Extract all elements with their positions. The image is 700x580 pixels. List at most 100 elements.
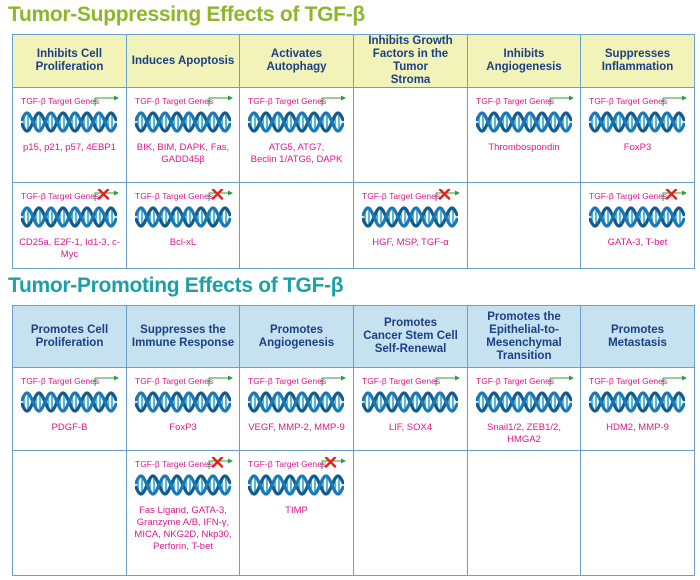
target-genes-indicator: TGF-β Target Genes	[240, 374, 353, 388]
promoting-row-upregulated: TGF-β Target Genes PDGF-B TGF-β Target Ge…	[12, 367, 695, 451]
target-gene-cell	[240, 183, 353, 268]
dna-helix-icon	[20, 391, 118, 413]
gene-list: ATG5, ATG7, Beclin 1/ATG6, DAPK	[250, 142, 343, 165]
dna-helix	[475, 388, 573, 421]
dna-strand	[247, 474, 345, 496]
suppressing-header-cell: Inhibits Cell Proliferation	[12, 34, 127, 88]
promoting-cell: TGF-β Target Genes HDM2, MMP-9	[580, 367, 695, 451]
target-gene-cell: TGF-β Target Genes HGF, MSP, TGF-α	[354, 183, 467, 268]
dna-helix	[361, 203, 459, 236]
dna-helix-icon	[588, 111, 686, 133]
dna-strand	[247, 391, 345, 413]
promoting-cell: TGF-β Target Genes Fas Ligand, GATA-3, Gr…	[126, 450, 240, 576]
activation-arrow-icon	[321, 95, 346, 106]
promoting-row-repressed: TGF-β Target Genes Fas Ligand, GATA-3, Gr…	[12, 450, 695, 576]
target-genes-label: TGF-β Target Genes	[589, 376, 668, 386]
target-genes-label: TGF-β Target Genes	[21, 96, 100, 106]
suppressing-cell: TGF-β Target Genes GATA-3, T-bet	[580, 182, 695, 269]
dna-helix-icon	[588, 391, 686, 413]
suppressing-header-cell: Inhibits Angiogenesis	[467, 34, 581, 88]
gene-list: CD25a, E2F-1, Id1-3, c-Myc	[19, 237, 120, 260]
suppressing-section-title: Tumor-Suppressing Effects of TGF-β	[8, 3, 365, 26]
activation-arrow-icon	[94, 375, 119, 386]
dna-helix	[588, 388, 686, 421]
suppressing-cell: TGF-β Target Genes HGF, MSP, TGF-α	[353, 182, 468, 269]
gene-list: TIMP	[285, 505, 308, 516]
target-genes-indicator: TGF-β Target Genes	[127, 457, 239, 471]
target-genes-indicator: TGF-β Target Genes	[127, 94, 239, 108]
promoting-cell: TGF-β Target Genes Snail1/2, ZEB1/2, HMGA…	[467, 367, 581, 451]
suppressing-cell	[467, 182, 581, 269]
suppressing-cell	[239, 182, 354, 269]
promoting-section-title: Tumor-Promoting Effects of TGF-β	[8, 274, 344, 297]
repressed-arrow-icon	[208, 189, 233, 201]
activation-arrow-icon	[549, 375, 574, 386]
target-gene-cell: TGF-β Target Genes GATA-3, T-bet	[581, 183, 694, 268]
target-genes-indicator: TGF-β Target Genes	[581, 189, 694, 203]
activation-arrow-icon	[208, 95, 233, 106]
dna-helix-icon	[247, 111, 345, 133]
target-gene-cell: TGF-β Target Genes FoxP3	[581, 88, 694, 182]
dna-helix	[20, 108, 118, 141]
target-gene-cell: TGF-β Target Genes LIF, SOX4	[354, 368, 467, 450]
target-genes-label: TGF-β Target Genes	[589, 191, 668, 201]
suppressing-header-label: Suppresses Inflammation	[601, 48, 674, 73]
gene-list: HDM2, MMP-9	[606, 422, 669, 433]
suppressing-row-repressed: TGF-β Target Genes CD25a, E2F-1, Id1-3, c…	[12, 182, 695, 269]
suppressing-header-label: Induces Apoptosis	[131, 54, 235, 67]
dna-helix	[247, 388, 345, 421]
suppressing-header-cell: Suppresses Inflammation	[580, 34, 695, 88]
target-genes-indicator: TGF-β Target Genes	[354, 374, 467, 388]
dna-strand	[475, 111, 573, 133]
target-gene-cell	[468, 451, 580, 575]
target-gene-cell: TGF-β Target Genes BIK, BIM, DAPK, Fas, G…	[127, 88, 239, 182]
dna-strand	[588, 206, 686, 228]
dna-helix	[247, 108, 345, 141]
gene-list: Snail1/2, ZEB1/2, HMGA2	[487, 422, 561, 445]
promoting-cell: TGF-β Target Genes FoxP3	[126, 367, 240, 451]
suppressing-header-row: Inhibits Cell Proliferation Induces Apop…	[12, 34, 695, 88]
suppressing-cell: TGF-β Target Genes CD25a, E2F-1, Id1-3, c…	[12, 182, 127, 269]
dna-strand	[134, 111, 232, 133]
dna-strand	[134, 474, 232, 496]
promoting-cell: TGF-β Target Genes LIF, SOX4	[353, 367, 468, 451]
promoting-cell: TGF-β Target Genes TIMP	[239, 450, 354, 576]
repressed-arrow-icon	[208, 457, 233, 469]
red-x-icon	[97, 189, 110, 200]
suppressing-header-label: Activates Autophagy	[266, 48, 327, 73]
dna-strand	[361, 391, 459, 413]
promoting-header-cell: Suppresses the Immune Response	[126, 305, 240, 368]
dna-helix-icon	[20, 111, 118, 133]
target-genes-label: TGF-β Target Genes	[248, 459, 327, 469]
gene-list: GATA-3, T-bet	[607, 237, 668, 248]
dna-helix	[134, 471, 232, 504]
activation-arrow-icon	[662, 375, 687, 386]
red-x-icon	[438, 189, 451, 200]
target-genes-label: TGF-β Target Genes	[589, 96, 668, 106]
dna-helix-icon	[134, 206, 232, 228]
promoting-cell	[580, 450, 695, 576]
red-x-icon	[211, 189, 224, 200]
target-genes-label: TGF-β Target Genes	[135, 191, 214, 201]
target-genes-label: TGF-β Target Genes	[135, 96, 214, 106]
repressed-arrow-icon	[662, 189, 687, 201]
dna-helix-icon	[475, 111, 573, 133]
target-genes-indicator: TGF-β Target Genes	[127, 189, 239, 203]
promoting-header-label: Promotes Cancer Stem Cell Self-Renewal	[363, 317, 458, 355]
promoting-header-label: Suppresses the Immune Response	[131, 323, 235, 349]
activation-arrow-icon	[662, 95, 687, 106]
suppressing-cell	[353, 87, 468, 183]
dna-helix	[588, 108, 686, 141]
repressed-arrow-icon	[435, 189, 460, 201]
dna-strand	[134, 206, 232, 228]
dna-helix	[134, 108, 232, 141]
target-gene-cell: TGF-β Target Genes Thrombospondin	[468, 88, 580, 182]
target-genes-indicator: TGF-β Target Genes	[240, 457, 353, 471]
dna-helix-icon	[361, 206, 459, 228]
target-gene-cell	[354, 88, 467, 182]
red-x-icon	[324, 457, 337, 468]
suppressing-effects-table: Inhibits Cell Proliferation Induces Apop…	[12, 34, 695, 269]
promoting-effects-table: Promotes Cell Proliferation Suppresses t…	[12, 305, 695, 576]
target-genes-label: TGF-β Target Genes	[476, 96, 555, 106]
dna-helix-icon	[134, 391, 232, 413]
